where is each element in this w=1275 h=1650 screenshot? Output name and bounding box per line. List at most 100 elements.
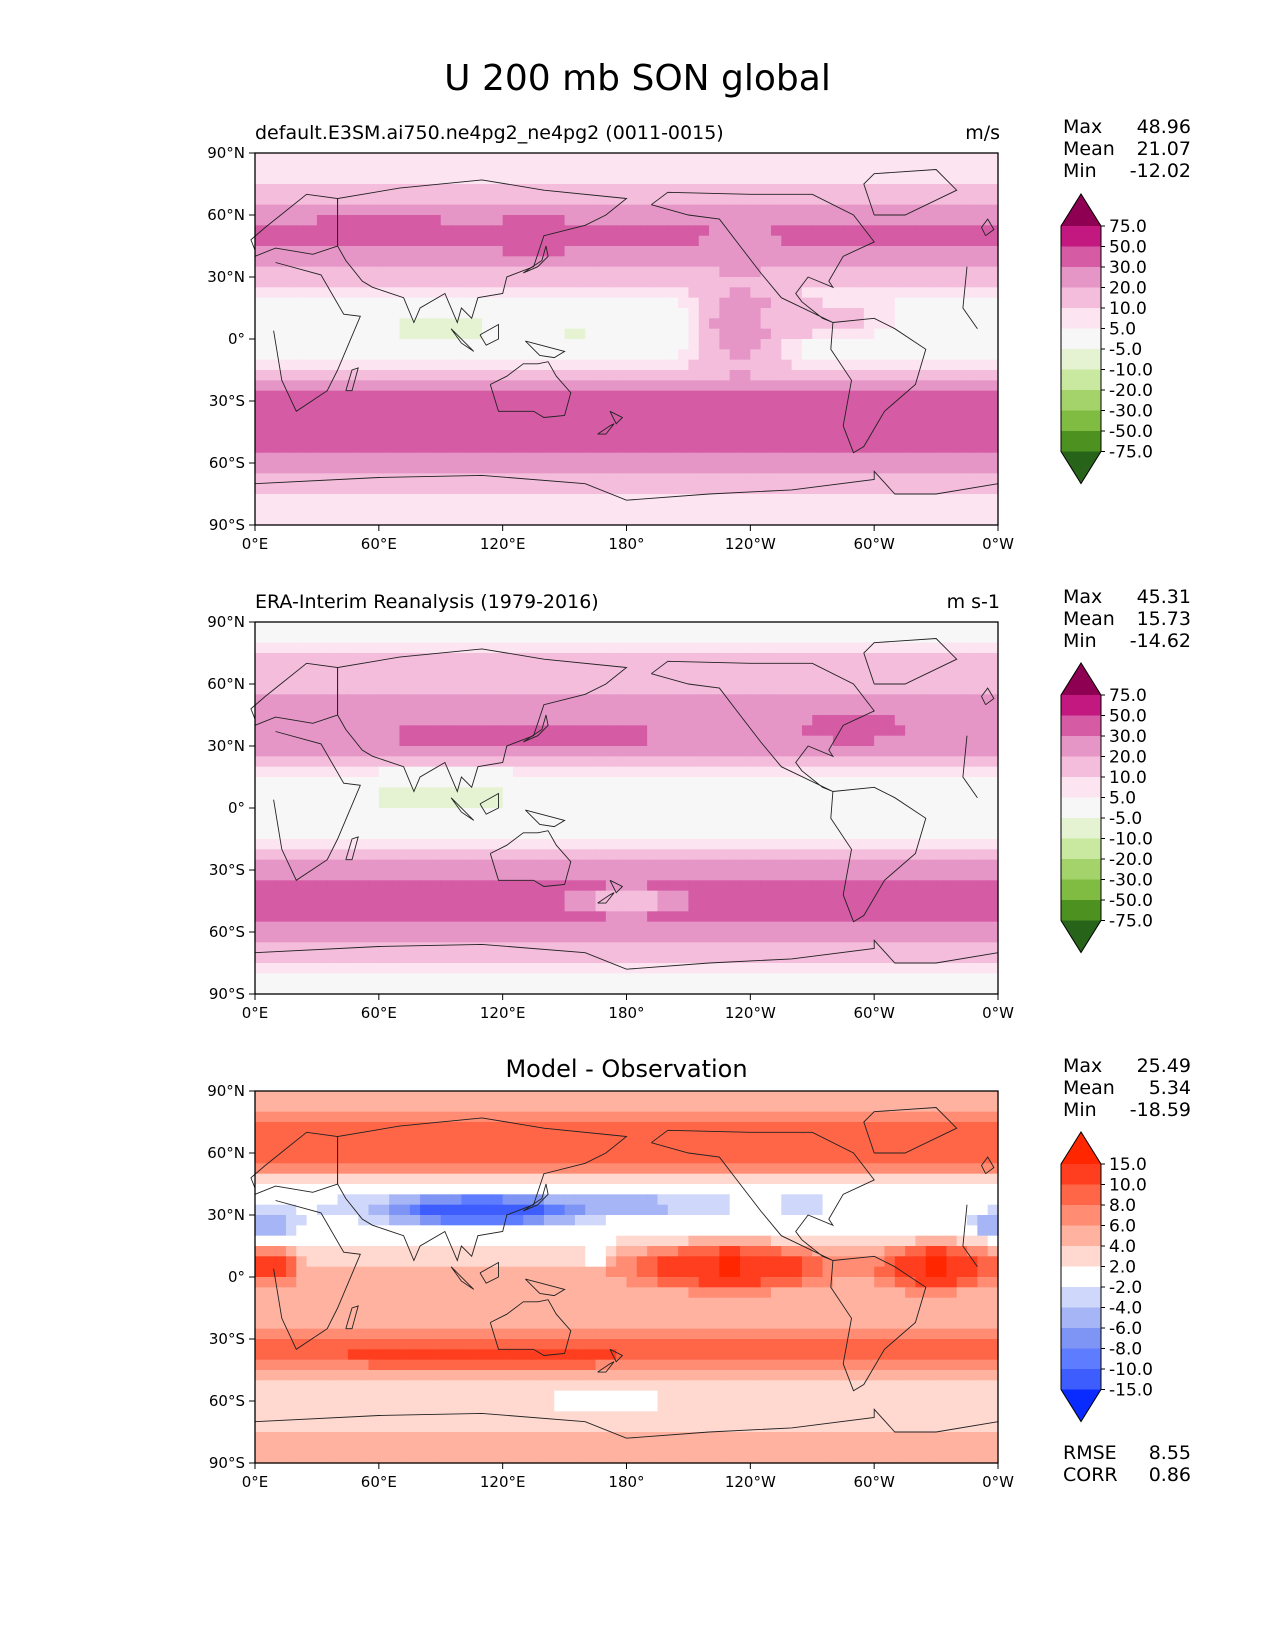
field-cell (265, 818, 277, 830)
field-cell (884, 725, 896, 737)
field-cell (832, 318, 844, 330)
field-cell (936, 715, 947, 726)
field-cell (306, 777, 318, 788)
field-cell (967, 632, 978, 644)
colorbar-tick-label: 10.0 (1109, 299, 1147, 319)
field-cell (915, 642, 927, 654)
field-cell (905, 153, 917, 164)
field-cell (296, 235, 308, 247)
field-cell (358, 632, 370, 644)
field-cell (420, 421, 432, 433)
field-cell (564, 194, 576, 206)
field-cell (471, 215, 483, 226)
field-cell (863, 504, 875, 516)
field-cell (647, 849, 659, 861)
field-cell (451, 504, 462, 516)
field-cell (750, 370, 762, 381)
field-cell (678, 859, 690, 871)
field-cell (585, 756, 597, 768)
field-cell (378, 839, 390, 850)
field-cell (585, 818, 597, 830)
field-cell (667, 663, 679, 675)
field-cell (595, 746, 607, 757)
field-cell (285, 204, 297, 216)
field-cell (523, 163, 535, 175)
field-cell (399, 890, 411, 902)
field-cell (533, 256, 545, 268)
colorbar-tick-label: 50.0 (1109, 238, 1147, 258)
field-cell (409, 504, 421, 516)
field-cell (502, 390, 514, 402)
field-cell (626, 266, 638, 278)
field-cell (770, 308, 782, 319)
field-cell (636, 766, 648, 778)
field-cell (574, 256, 586, 268)
field-cell (543, 663, 555, 675)
field-cell (647, 642, 659, 654)
field-cell (471, 266, 483, 278)
field-cell (709, 463, 720, 474)
field-cell (358, 287, 370, 299)
field-cell (358, 463, 370, 474)
field-cell (925, 277, 937, 288)
field-cell (502, 932, 514, 943)
field-cell (760, 463, 772, 474)
field-cell (409, 694, 421, 706)
field-cell (698, 215, 710, 226)
field-cell (585, 473, 597, 485)
field-cell (832, 153, 844, 164)
field-cell (275, 421, 287, 433)
field-cell (471, 849, 483, 861)
field-cell (832, 308, 844, 319)
field-cell (781, 911, 793, 923)
field-cell (316, 663, 328, 675)
field-cell (977, 663, 989, 675)
field-cell (688, 808, 700, 819)
field-cell (358, 318, 370, 330)
field-cell (533, 473, 545, 485)
field-cell (925, 184, 937, 195)
field-cell (843, 225, 855, 237)
field-cell (781, 328, 793, 340)
field-cell (378, 184, 390, 195)
field-cell (420, 401, 432, 412)
field-cell (461, 318, 473, 330)
field-cell (358, 756, 370, 768)
field-cell (451, 849, 462, 861)
field-cell (647, 277, 659, 288)
field-cell (389, 808, 401, 819)
field-cell (533, 452, 545, 464)
field-cell (378, 452, 390, 464)
field-cell (512, 849, 524, 861)
field-cell (636, 225, 648, 237)
field-cell (554, 246, 566, 257)
field-cell (554, 173, 566, 185)
field-cell (368, 432, 380, 443)
field-cell (678, 370, 690, 381)
field-cell (523, 421, 535, 433)
field-cell (987, 328, 999, 340)
field-cell (337, 694, 349, 706)
field-cell (636, 777, 648, 788)
colorbar-segment (1061, 328, 1101, 350)
field-cell (564, 494, 576, 505)
coastline (980, 218, 995, 237)
field-cell (863, 277, 875, 288)
field-cell (977, 787, 989, 799)
field-cell (678, 704, 690, 716)
field-cell (430, 704, 442, 716)
field-cell (843, 663, 855, 675)
field-cell (832, 715, 844, 726)
field-cell (368, 308, 380, 319)
field-cell (492, 246, 504, 257)
field-cell (554, 318, 566, 330)
field-cell (451, 194, 462, 206)
field-cell (647, 797, 659, 809)
field-cell (812, 308, 824, 319)
field-cell (512, 339, 524, 350)
field-cell (967, 401, 978, 412)
field-cell (760, 735, 772, 747)
field-cell (626, 318, 638, 330)
field-cell (368, 880, 380, 892)
